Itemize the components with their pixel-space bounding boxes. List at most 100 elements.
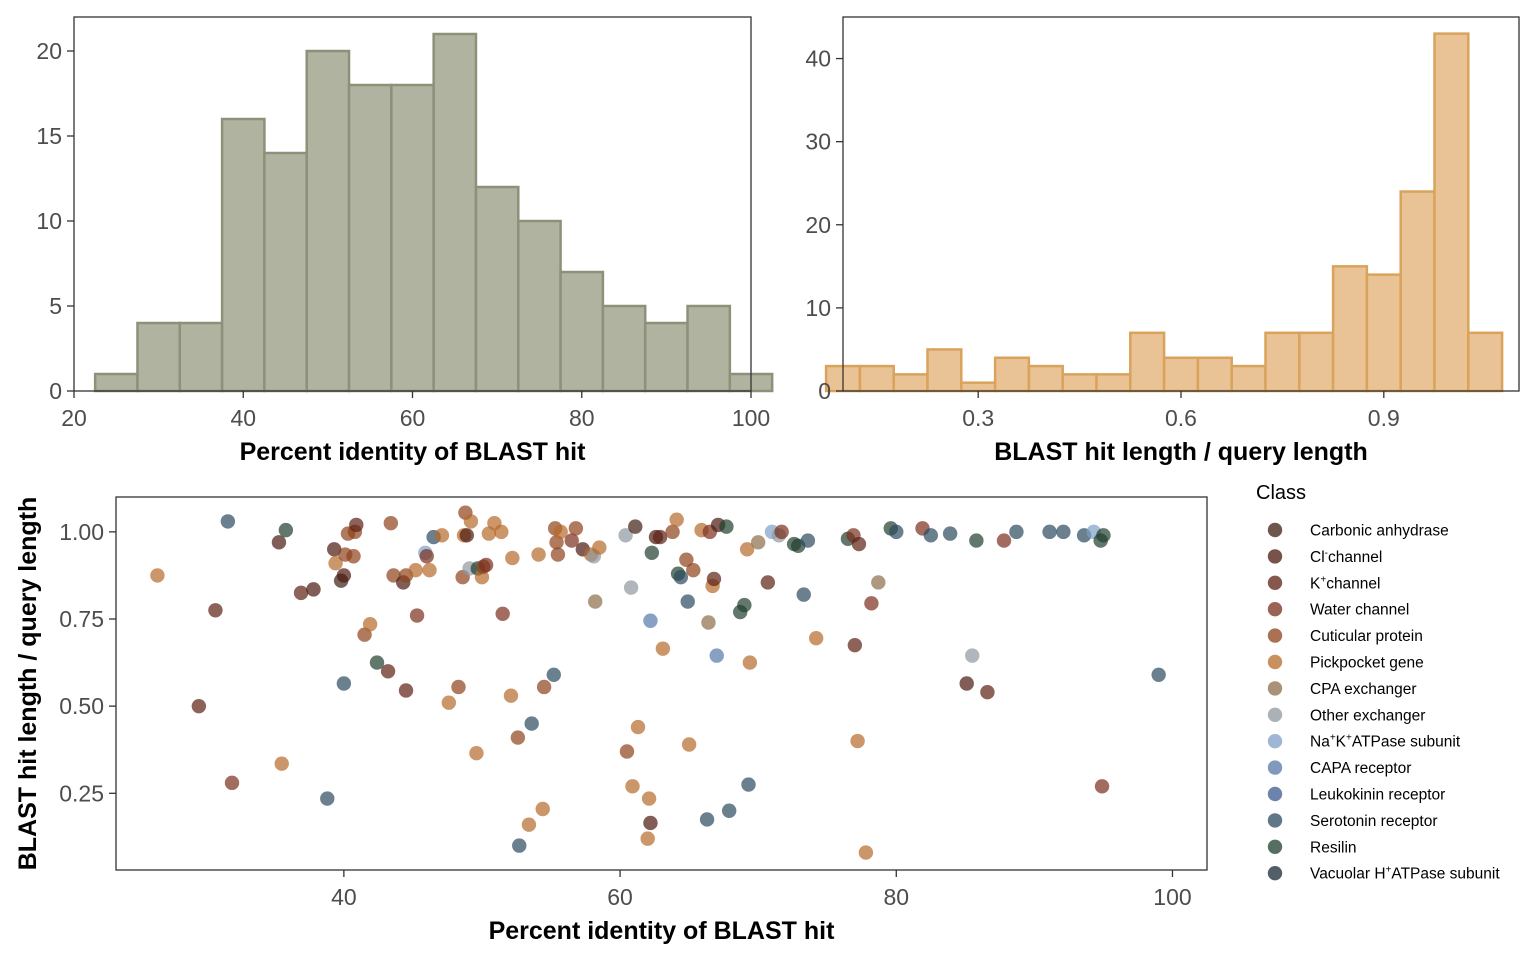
scatter-point xyxy=(644,545,660,560)
scatter-point xyxy=(851,536,867,552)
x-tick-label: 80 xyxy=(569,405,595,431)
legend: Class Carbonic anhydrase Cl-​channel K+​cha… xyxy=(1256,482,1500,883)
x-tick-label: 100 xyxy=(1153,884,1191,910)
histogram-bar xyxy=(1027,364,1064,393)
scatter-point xyxy=(362,617,378,632)
scatter-point xyxy=(643,815,658,831)
scatter-point xyxy=(1009,524,1024,540)
scatter-point xyxy=(419,549,434,564)
scatter-point xyxy=(680,594,695,609)
scatter-point xyxy=(550,547,566,562)
scatter-point xyxy=(422,563,437,578)
scatter-point xyxy=(208,603,223,618)
scatter-point xyxy=(625,779,640,794)
legend-key xyxy=(1267,734,1283,749)
scatter-point xyxy=(665,524,680,540)
scatter-point xyxy=(679,552,694,567)
scatter-point xyxy=(655,641,671,656)
legend-label: Vacuolar H+​ATPase subunit xyxy=(1310,865,1500,883)
scatter-point xyxy=(628,519,643,534)
scatter-point xyxy=(889,524,904,540)
y-tick-label: 0 xyxy=(818,378,831,404)
scatter-point xyxy=(619,744,635,759)
legend-key xyxy=(1267,813,1283,828)
y-tick-label: 30 xyxy=(805,129,831,155)
histogram-bar xyxy=(892,373,929,393)
scatter-point xyxy=(409,608,425,623)
scatter-point xyxy=(618,528,633,543)
scatter-point xyxy=(686,563,701,578)
scatter-point xyxy=(327,542,342,557)
legend-label: Pickpocket gene xyxy=(1310,655,1424,672)
y-tick-label: 10 xyxy=(36,208,62,234)
scatter-point xyxy=(980,685,995,700)
x-tick-label: 80 xyxy=(883,884,909,910)
histogram-bar xyxy=(1433,32,1470,393)
histogram-bar xyxy=(432,32,478,393)
histogram-bar xyxy=(1264,331,1301,393)
scatter-point xyxy=(336,676,352,691)
x-tick-label: 40 xyxy=(230,405,256,431)
scatter-point xyxy=(969,533,984,548)
scatter-point xyxy=(673,569,689,585)
y-tick-label: 20 xyxy=(805,212,831,238)
y-tick-label: 15 xyxy=(36,123,62,149)
x-tick-label: 20 xyxy=(61,405,87,431)
scatter-point xyxy=(640,831,655,846)
legend-label: Na+​K+​ATPase subunit xyxy=(1310,733,1461,751)
histogram-bar xyxy=(601,304,647,393)
legend-key xyxy=(1267,549,1283,564)
y-tick-label: 40 xyxy=(805,46,831,72)
legend-key xyxy=(1267,681,1283,696)
scatter-point xyxy=(699,812,715,827)
legend-key xyxy=(1267,522,1283,538)
scatter-point xyxy=(320,791,335,806)
legend-key xyxy=(1267,654,1283,670)
histogram-bar xyxy=(1298,331,1335,393)
histogram-bar xyxy=(474,185,520,393)
scatter-point xyxy=(721,803,737,818)
scatter-point xyxy=(380,664,396,679)
x-axis-title: BLAST hit length / query length xyxy=(994,438,1368,466)
scatter-point xyxy=(1094,779,1110,794)
scatter-point xyxy=(774,524,789,540)
scatter-point xyxy=(293,585,309,601)
legend-label: Cuticular protein xyxy=(1310,628,1423,645)
scatter-point xyxy=(546,667,561,682)
legend-label: Leukokinin receptor xyxy=(1310,787,1445,804)
scatter-point xyxy=(535,801,550,817)
histogram-bar xyxy=(517,219,562,393)
scatter-point xyxy=(942,526,958,541)
x-tick-label: 40 xyxy=(331,884,357,910)
scatter-point xyxy=(630,719,646,735)
scatter-point xyxy=(553,524,568,540)
histogram-bar xyxy=(926,348,963,393)
scatter-point xyxy=(434,528,450,543)
scatter-point xyxy=(346,549,361,564)
scatter-point xyxy=(623,580,639,595)
histogram-bar xyxy=(1129,331,1166,393)
y-tick-label: 0.75 xyxy=(59,606,104,632)
histogram-bar xyxy=(1162,356,1200,393)
scatter-point xyxy=(669,512,684,527)
scatter-panel: 40 60 80 100 0.25 0.50 0.75 1.00 Percent identit… xyxy=(14,496,1208,945)
scatter-point xyxy=(521,817,537,832)
legend-key xyxy=(1267,628,1283,643)
histogram-panel-2: 0.3 0.6 0.9 0 10 20 30 40 BLAST hit length / que… xyxy=(805,16,1520,466)
y-tick-label: 0.25 xyxy=(59,780,104,806)
legend-key xyxy=(1267,602,1283,617)
scatter-points xyxy=(150,505,1166,860)
scatter-point xyxy=(408,563,423,578)
legend-key xyxy=(1267,707,1283,722)
scatter-point xyxy=(923,528,938,543)
scatter-point xyxy=(524,716,539,731)
scatter-point xyxy=(742,655,758,670)
scatter-point xyxy=(871,575,886,590)
legend-key xyxy=(1267,575,1283,590)
scatter-point xyxy=(739,542,755,557)
scatter-point xyxy=(349,517,364,533)
legend-label: Other exchanger xyxy=(1310,707,1425,724)
y-tick-label: 5 xyxy=(49,293,62,319)
legend-label: CAPA receptor xyxy=(1310,760,1411,777)
histogram-bar xyxy=(305,49,351,393)
